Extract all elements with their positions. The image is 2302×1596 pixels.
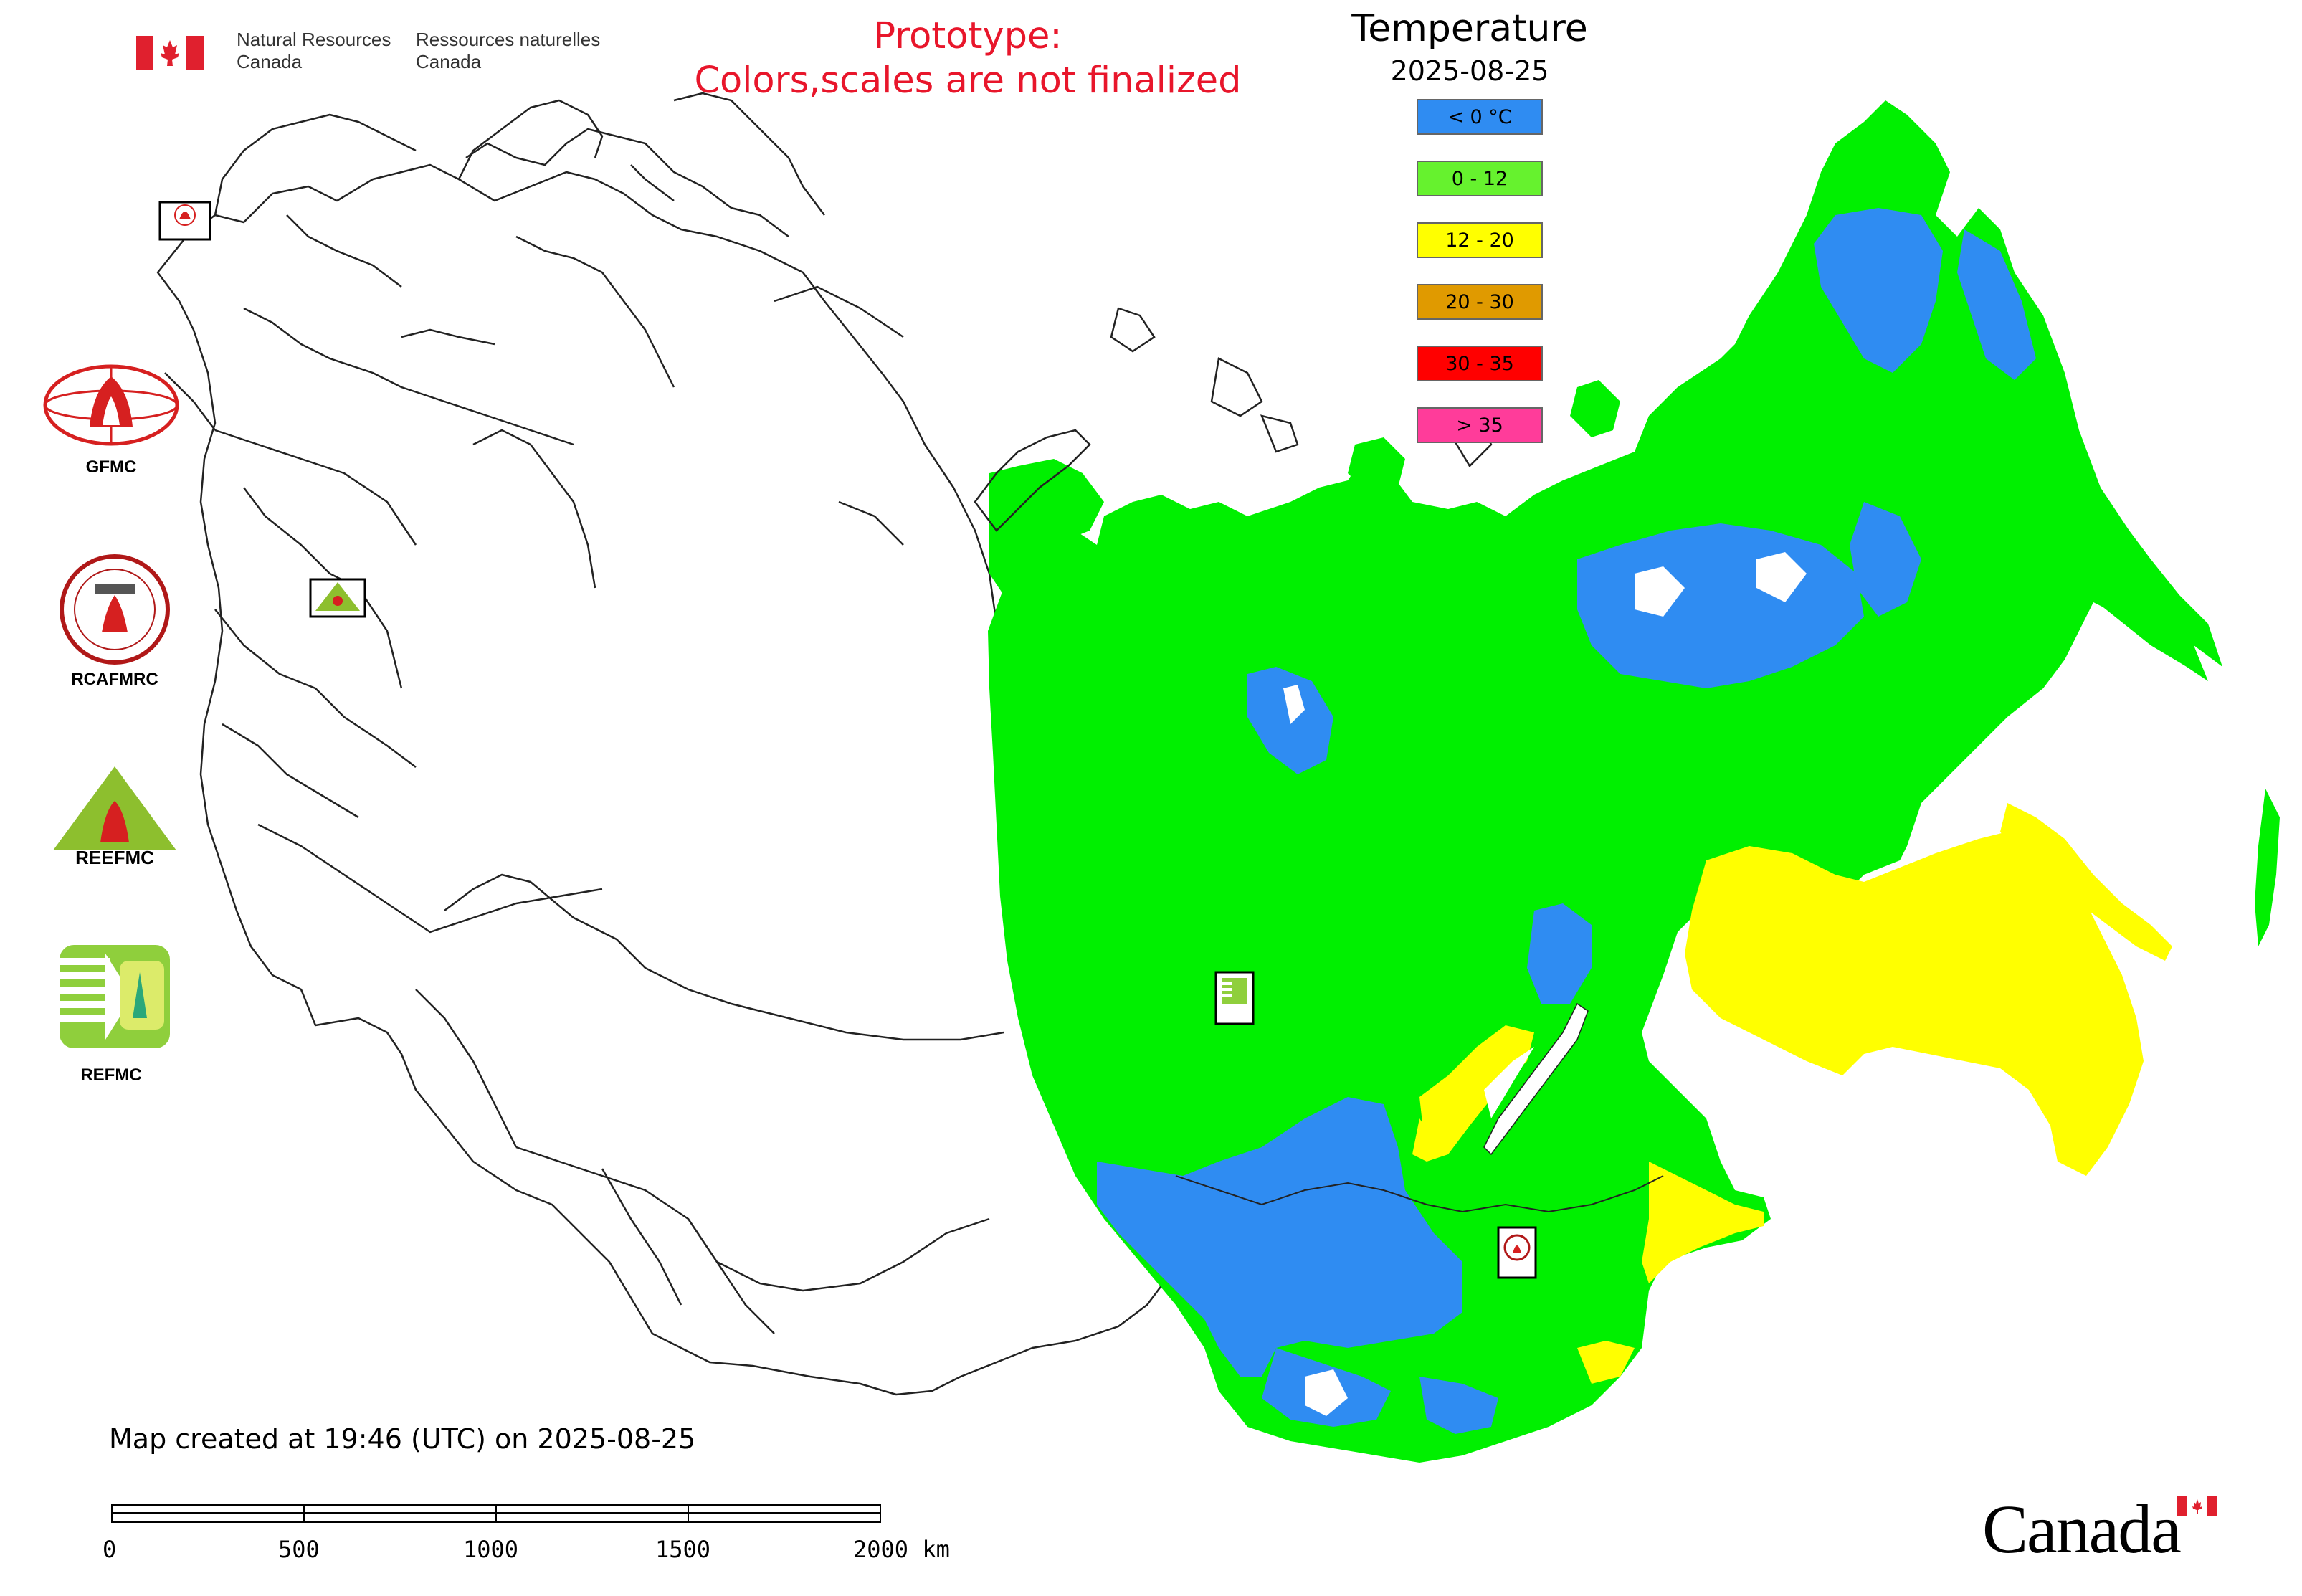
refmc-label: REFMC (80, 1065, 142, 1085)
domain-cool (988, 100, 2222, 1463)
legend-label: 30 - 35 (1445, 352, 1514, 375)
nrcan-name-en: Natural Resources Canada (237, 29, 391, 73)
arctic-islands (974, 307, 1493, 532)
domain-cold (1814, 208, 1943, 373)
legend-item-0-12: 0 - 12 (1417, 161, 1543, 196)
legend-item-above-35: > 35 (1417, 407, 1543, 443)
rcafmrc-label: RCAFMRC (71, 670, 158, 689)
legend-label: 20 - 30 (1445, 290, 1514, 313)
legend-label: 12 - 20 (1445, 229, 1514, 252)
reefmc-wordmark: REEFMC (75, 847, 154, 868)
nrcan-fr-line2: Canada (416, 51, 482, 72)
scale-segment (111, 1504, 305, 1523)
legend-label: > 35 (1456, 414, 1503, 437)
map-marker-reefmc[interactable] (309, 578, 366, 618)
map-marker-rcafmrc[interactable] (1497, 1226, 1537, 1279)
gfmc-emblem-icon (43, 364, 179, 446)
canada-wordmark: Canada (1982, 1495, 2226, 1564)
refmc-logo[interactable]: REFMC (54, 939, 197, 1097)
canada-wordmark-flag-icon (2177, 1496, 2217, 1516)
rcafmrc-emblem-icon (60, 554, 170, 665)
legend-item-below-zero: < 0 °C (1417, 99, 1543, 135)
canada-flag-icon (136, 36, 204, 70)
scale-segment (495, 1504, 689, 1523)
prototype-line1: Prototype: (873, 15, 1062, 57)
nrcan-name-fr: Ressources naturelles Canada (416, 29, 600, 73)
map-created-timestamp: Map created at 19:46 (UTC) on 2025-08-25 (109, 1423, 696, 1455)
rcafmrc-logo[interactable]: RCAFMRC (57, 552, 172, 695)
legend-date: 2025-08-25 (1390, 55, 1549, 87)
domain-mild (1685, 832, 2144, 1176)
nrcan-en-line1: Natural Resources (237, 29, 391, 50)
reefmc-emblem-icon: REEFMC (42, 766, 188, 868)
prototype-notice: Prototype: Colors,scales are not finaliz… (645, 14, 1290, 103)
canada-wordmark-text: Canada (1982, 1491, 2182, 1567)
scale-label-0: 0 (103, 1536, 117, 1563)
map-marker-gfmc[interactable] (158, 201, 211, 241)
scale-segment (688, 1504, 881, 1523)
nrcan-signature: Natural Resources Canada Ressources natu… (136, 29, 609, 79)
reefmc-logo[interactable]: REEFMC (36, 764, 194, 878)
legend-label: < 0 °C (1447, 105, 1512, 128)
scale-midline (111, 1512, 881, 1514)
scale-label-1000: 1000 (463, 1536, 519, 1563)
country-outlines (156, 92, 1170, 1396)
scale-label-2000: 2000 km (853, 1536, 950, 1563)
legend-label: 0 - 12 (1451, 167, 1508, 190)
map-marker-refmc[interactable] (1214, 971, 1255, 1025)
scale-segment (303, 1504, 497, 1523)
temperature-field (988, 100, 2280, 1463)
scale-label-500: 500 (278, 1536, 320, 1563)
nrcan-fr-line1: Ressources naturelles (416, 29, 601, 50)
scale-bar (111, 1504, 882, 1526)
legend-item-20-30: 20 - 30 (1417, 284, 1543, 320)
refmc-emblem-icon (60, 945, 170, 1048)
gfmc-label: GFMC (85, 457, 137, 477)
legend-item-30-35: 30 - 35 (1417, 346, 1543, 381)
legend-item-12-20: 12 - 20 (1417, 222, 1543, 258)
gfmc-logo[interactable]: GFMC (39, 362, 183, 477)
scale-label-1500: 1500 (655, 1536, 711, 1563)
nrcan-en-line2: Canada (237, 51, 303, 72)
legend-title: Temperature (1351, 7, 1588, 50)
prototype-line2: Colors,scales are not finalized (694, 60, 1242, 102)
